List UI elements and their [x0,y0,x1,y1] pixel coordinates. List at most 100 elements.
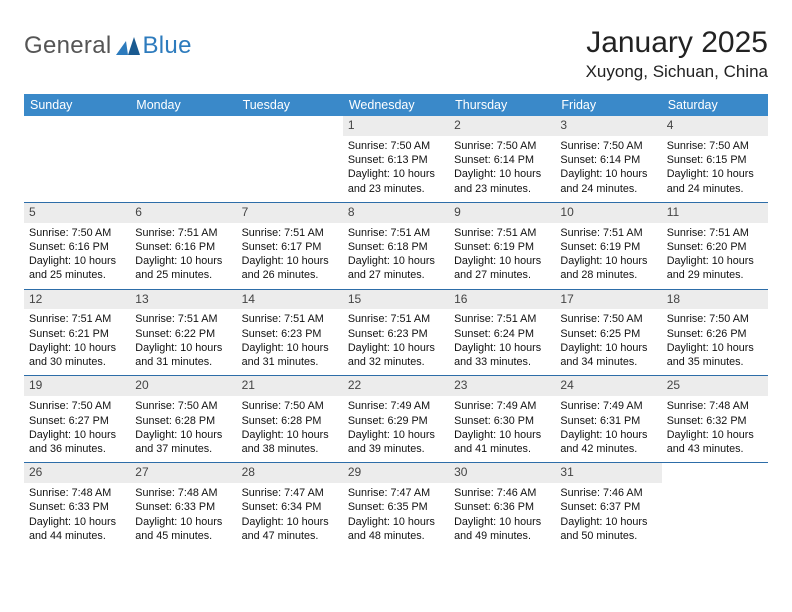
calendar-cell: 16Sunrise: 7:51 AMSunset: 6:24 PMDayligh… [449,289,555,376]
day-details: Sunrise: 7:50 AMSunset: 6:26 PMDaylight:… [667,312,763,369]
day-number: 22 [343,376,449,396]
day-details: Sunrise: 7:48 AMSunset: 6:33 PMDaylight:… [135,486,231,543]
daylight-line: Daylight: 10 hours and 29 minutes. [667,254,763,283]
calendar-cell [24,116,130,202]
sunrise-line: Sunrise: 7:51 AM [667,226,763,240]
day-number: 13 [130,290,236,310]
daylight-line: Daylight: 10 hours and 26 minutes. [242,254,338,283]
sunset-line: Sunset: 6:23 PM [242,327,338,341]
day-number: 27 [130,463,236,483]
sunrise-line: Sunrise: 7:50 AM [667,312,763,326]
day-number: 2 [449,116,555,136]
day-details: Sunrise: 7:50 AMSunset: 6:28 PMDaylight:… [135,399,231,456]
sunrise-line: Sunrise: 7:51 AM [242,226,338,240]
daylight-line: Daylight: 10 hours and 36 minutes. [29,428,125,457]
daylight-line: Daylight: 10 hours and 47 minutes. [242,515,338,544]
daylight-line: Daylight: 10 hours and 35 minutes. [667,341,763,370]
sunrise-line: Sunrise: 7:51 AM [348,312,444,326]
logo-text-general: General [24,32,111,60]
daylight-line: Daylight: 10 hours and 41 minutes. [454,428,550,457]
day-number: 6 [130,203,236,223]
daylight-line: Daylight: 10 hours and 31 minutes. [135,341,231,370]
daylight-line: Daylight: 10 hours and 25 minutes. [135,254,231,283]
day-details: Sunrise: 7:49 AMSunset: 6:29 PMDaylight:… [348,399,444,456]
day-details: Sunrise: 7:51 AMSunset: 6:21 PMDaylight:… [29,312,125,369]
daylight-line: Daylight: 10 hours and 33 minutes. [454,341,550,370]
day-details: Sunrise: 7:49 AMSunset: 6:31 PMDaylight:… [560,399,656,456]
sunrise-line: Sunrise: 7:51 AM [454,226,550,240]
day-details: Sunrise: 7:50 AMSunset: 6:13 PMDaylight:… [348,139,444,196]
calendar-cell: 26Sunrise: 7:48 AMSunset: 6:33 PMDayligh… [24,463,130,549]
sunset-line: Sunset: 6:31 PM [560,414,656,428]
sunset-line: Sunset: 6:25 PM [560,327,656,341]
daylight-line: Daylight: 10 hours and 24 minutes. [667,167,763,196]
calendar-cell: 3Sunrise: 7:50 AMSunset: 6:14 PMDaylight… [555,116,661,202]
day-details: Sunrise: 7:51 AMSunset: 6:20 PMDaylight:… [667,226,763,283]
sunrise-line: Sunrise: 7:49 AM [454,399,550,413]
sunset-line: Sunset: 6:20 PM [667,240,763,254]
daylight-line: Daylight: 10 hours and 42 minutes. [560,428,656,457]
calendar-week-row: 26Sunrise: 7:48 AMSunset: 6:33 PMDayligh… [24,463,768,549]
day-number: 10 [555,203,661,223]
sunrise-line: Sunrise: 7:48 AM [135,486,231,500]
daylight-line: Daylight: 10 hours and 39 minutes. [348,428,444,457]
day-details: Sunrise: 7:50 AMSunset: 6:16 PMDaylight:… [29,226,125,283]
daylight-line: Daylight: 10 hours and 48 minutes. [348,515,444,544]
sunrise-line: Sunrise: 7:50 AM [29,226,125,240]
calendar-week-row: 1Sunrise: 7:50 AMSunset: 6:13 PMDaylight… [24,116,768,202]
day-number: 9 [449,203,555,223]
sunset-line: Sunset: 6:19 PM [454,240,550,254]
sunset-line: Sunset: 6:19 PM [560,240,656,254]
sunrise-line: Sunrise: 7:50 AM [560,139,656,153]
sunrise-line: Sunrise: 7:49 AM [348,399,444,413]
day-details: Sunrise: 7:49 AMSunset: 6:30 PMDaylight:… [454,399,550,456]
day-details: Sunrise: 7:50 AMSunset: 6:27 PMDaylight:… [29,399,125,456]
sunrise-line: Sunrise: 7:51 AM [454,312,550,326]
sunrise-line: Sunrise: 7:50 AM [135,399,231,413]
daylight-line: Daylight: 10 hours and 43 minutes. [667,428,763,457]
day-header: Friday [555,94,661,116]
calendar-cell: 14Sunrise: 7:51 AMSunset: 6:23 PMDayligh… [237,289,343,376]
calendar-cell: 9 Sunrise: 7:51 AMSunset: 6:19 PMDaylight… [449,202,555,289]
day-header: Monday [130,94,236,116]
daylight-line: Daylight: 10 hours and 23 minutes. [348,167,444,196]
calendar-cell: 11Sunrise: 7:51 AMSunset: 6:20 PMDayligh… [662,202,768,289]
sunrise-line: Sunrise: 7:48 AM [29,486,125,500]
day-number: 28 [237,463,343,483]
calendar-cell: 6Sunrise: 7:51 AMSunset: 6:16 PMDaylight… [130,202,236,289]
day-header: Tuesday [237,94,343,116]
day-details: Sunrise: 7:51 AMSunset: 6:24 PMDaylight:… [454,312,550,369]
sunset-line: Sunset: 6:13 PM [348,153,444,167]
day-details: Sunrise: 7:51 AMSunset: 6:23 PMDaylight:… [242,312,338,369]
daylight-line: Daylight: 10 hours and 50 minutes. [560,515,656,544]
day-details: Sunrise: 7:51 AMSunset: 6:19 PMDaylight:… [454,226,550,283]
day-number: 23 [449,376,555,396]
day-details: Sunrise: 7:48 AMSunset: 6:32 PMDaylight:… [667,399,763,456]
calendar-cell: 12Sunrise: 7:51 AMSunset: 6:21 PMDayligh… [24,289,130,376]
sunrise-line: Sunrise: 7:46 AM [560,486,656,500]
logo-mark-icon [116,37,140,55]
daylight-line: Daylight: 10 hours and 27 minutes. [454,254,550,283]
day-details: Sunrise: 7:50 AMSunset: 6:28 PMDaylight:… [242,399,338,456]
day-details: Sunrise: 7:51 AMSunset: 6:18 PMDaylight:… [348,226,444,283]
day-number: 20 [130,376,236,396]
calendar-cell: 18Sunrise: 7:50 AMSunset: 6:26 PMDayligh… [662,289,768,376]
sunset-line: Sunset: 6:30 PM [454,414,550,428]
sunrise-line: Sunrise: 7:51 AM [348,226,444,240]
sunset-line: Sunset: 6:17 PM [242,240,338,254]
calendar-cell: 31Sunrise: 7:46 AMSunset: 6:37 PMDayligh… [555,463,661,549]
daylight-line: Daylight: 10 hours and 25 minutes. [29,254,125,283]
calendar-cell: 23 Sunrise: 7:49 AMSunset: 6:30 PMDayligh… [449,376,555,463]
daylight-line: Daylight: 10 hours and 24 minutes. [560,167,656,196]
logo: General Blue [24,26,192,60]
sunset-line: Sunset: 6:33 PM [135,500,231,514]
sunrise-line: Sunrise: 7:51 AM [560,226,656,240]
calendar-cell: 4Sunrise: 7:50 AMSunset: 6:15 PMDaylight… [662,116,768,202]
sunrise-line: Sunrise: 7:51 AM [135,312,231,326]
daylight-line: Daylight: 10 hours and 34 minutes. [560,341,656,370]
day-header: Thursday [449,94,555,116]
sunset-line: Sunset: 6:18 PM [348,240,444,254]
day-details: Sunrise: 7:46 AMSunset: 6:37 PMDaylight:… [560,486,656,543]
sunset-line: Sunset: 6:27 PM [29,414,125,428]
day-number: 1 [343,116,449,136]
